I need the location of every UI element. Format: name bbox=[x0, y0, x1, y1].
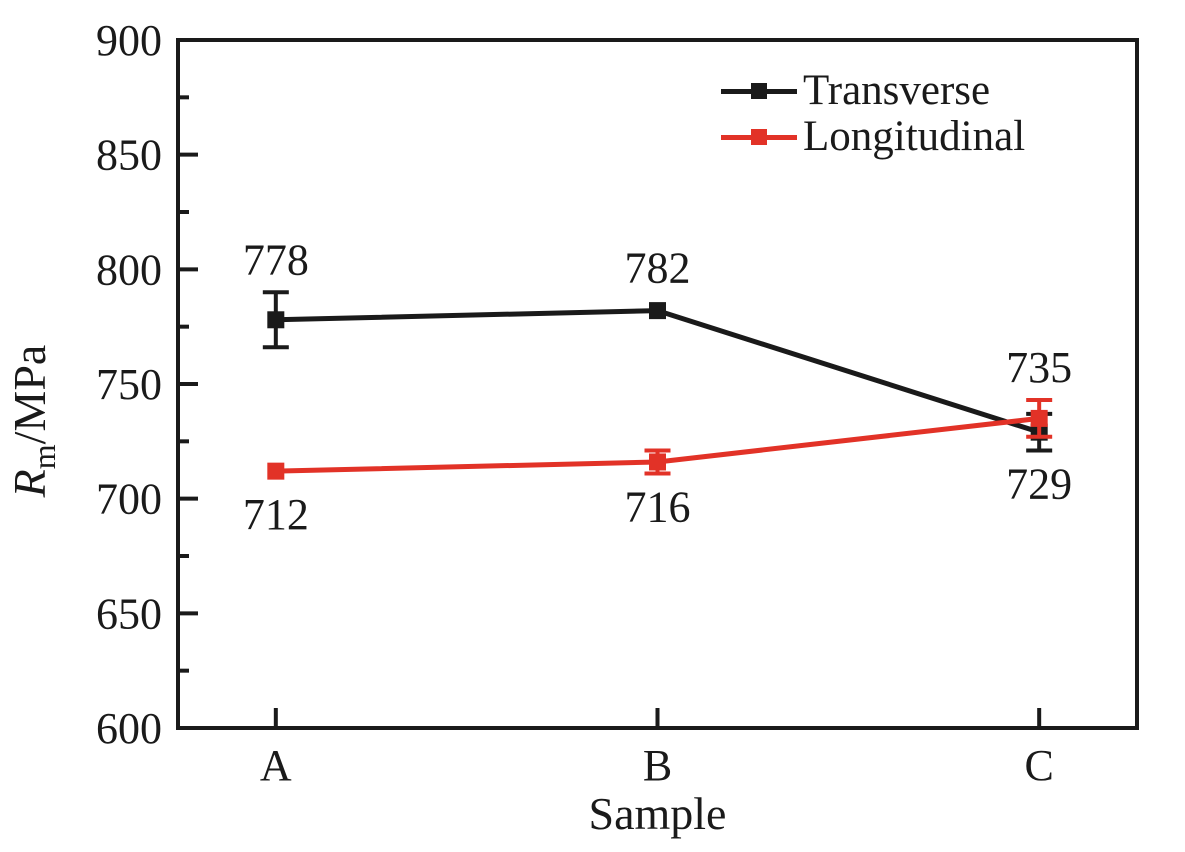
legend-label-longitudinal: Longitudinal bbox=[803, 113, 1026, 160]
marker-longitudinal-A bbox=[267, 462, 285, 480]
x-tick-label: A bbox=[260, 741, 292, 790]
y-axis-label: Rm/MPa bbox=[4, 221, 62, 621]
legend-item-longitudinal: Longitudinal bbox=[721, 114, 1025, 160]
value-label-longitudinal-A: 712 bbox=[243, 490, 309, 539]
y-tick-label: 700 bbox=[96, 475, 162, 524]
marker-longitudinal-B bbox=[649, 453, 666, 471]
value-label-transverse-B: 782 bbox=[625, 244, 691, 293]
legend-square-icon bbox=[751, 128, 767, 145]
legend-square-icon bbox=[751, 82, 767, 99]
y-tick-label: 750 bbox=[96, 360, 162, 409]
marker-transverse-A bbox=[267, 311, 285, 329]
legend-label-transverse: Transverse bbox=[803, 67, 991, 114]
value-label-longitudinal-B: 716 bbox=[625, 482, 691, 531]
y-tick-label: 900 bbox=[96, 16, 162, 65]
y-axis-symbol: R bbox=[4, 469, 55, 498]
x-tick-label: C bbox=[1025, 741, 1054, 790]
x-tick-label: B bbox=[643, 741, 672, 790]
y-axis-subscript: m bbox=[26, 444, 63, 470]
series-line-transverse bbox=[275, 308, 1040, 435]
legend-marker-transverse bbox=[721, 82, 797, 99]
x-axis-label: Sample bbox=[588, 788, 727, 839]
y-axis-unit: /MPa bbox=[4, 344, 55, 445]
marker-transverse-B bbox=[649, 302, 666, 320]
y-tick-label: 800 bbox=[96, 245, 162, 294]
y-tick-label: 600 bbox=[96, 704, 162, 753]
y-tick-label: 650 bbox=[96, 589, 162, 638]
y-tick-label: 850 bbox=[96, 131, 162, 180]
legend-marker-longitudinal bbox=[721, 128, 797, 145]
value-label-transverse-C: 729 bbox=[1006, 460, 1072, 509]
legend-item-transverse: Transverse bbox=[721, 68, 1025, 114]
marker-longitudinal-C bbox=[1030, 409, 1048, 427]
value-label-transverse-A: 778 bbox=[243, 235, 309, 284]
legend: Transverse Longitudinal bbox=[721, 68, 1025, 160]
value-label-longitudinal-C: 735 bbox=[1006, 343, 1072, 392]
